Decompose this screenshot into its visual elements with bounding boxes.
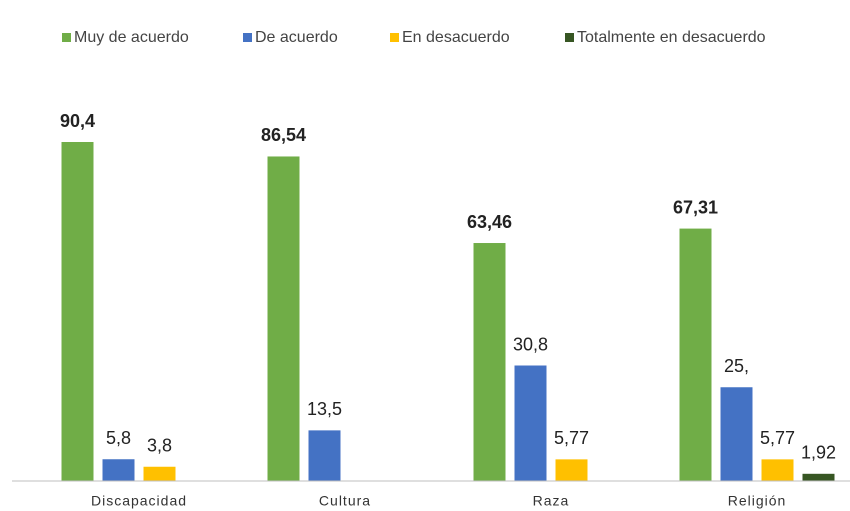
bar [102,459,135,481]
x-tick-label: Raza [533,493,570,509]
bar [308,430,341,481]
legend-label: En desacuerdo [402,29,510,46]
legend-label: Muy de acuerdo [74,29,189,46]
data-label: 5,77 [760,428,795,448]
bar [679,228,712,481]
legend-label: Totalmente en desacuerdo [577,29,766,46]
bar [61,142,94,481]
data-label: 90,4 [60,111,95,131]
bar [267,156,300,481]
data-label: 30,8 [513,334,548,354]
legend-label: De acuerdo [255,29,338,46]
data-label: 67,31 [673,197,718,217]
data-label: 1,92 [801,443,836,463]
legend-swatch [62,33,71,42]
x-tick-label: Discapacidad [91,493,187,509]
bar [473,243,506,481]
data-label: 63,46 [467,212,512,232]
bar [555,459,588,481]
x-tick-label: Religión [728,493,787,509]
bar [720,387,753,481]
data-label: 13,5 [307,399,342,419]
legend-swatch [243,33,252,42]
data-label: 25, [724,356,749,376]
bar [143,466,176,481]
legend-swatch [390,33,399,42]
data-label: 5,77 [554,428,589,448]
legend-swatch [565,33,574,42]
data-label: 3,8 [147,436,172,456]
data-label: 86,54 [261,125,306,145]
bar [802,473,835,481]
bar [761,459,794,481]
x-tick-label: Cultura [319,493,371,509]
data-label: 5,8 [106,428,131,448]
bar [514,365,547,481]
